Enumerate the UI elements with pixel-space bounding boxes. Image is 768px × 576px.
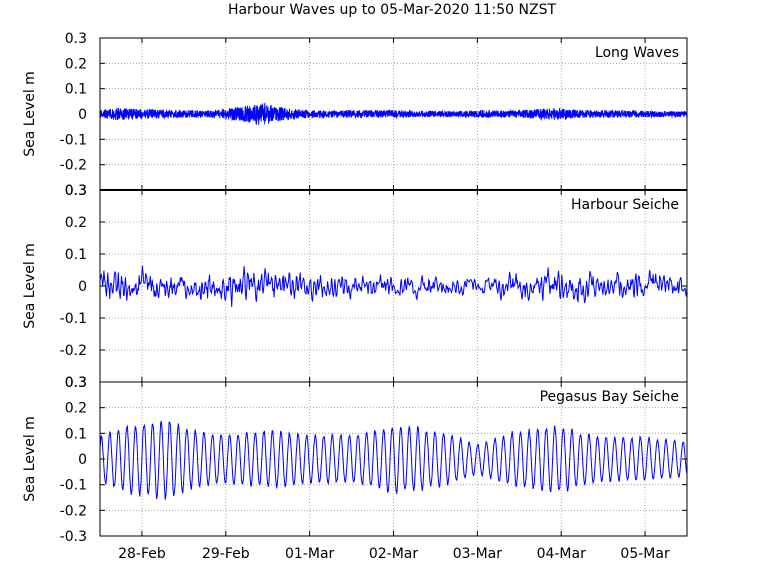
x-tick-label: 01-Mar [285,546,335,562]
y-tick-label: 0 [78,279,87,295]
series-harbour-seiche [99,265,688,308]
y-tick-label: 0.1 [65,247,87,263]
y-tick-label: -0.1 [60,478,87,494]
x-tick-label: 04-Mar [537,546,587,562]
panel-frame [99,381,688,537]
panel-pegasus-bay-seiche: -0.3 -0.2 -0.1 0 0.1 0.2 0.3 Pegasus Bay Seiche… [22,375,688,545]
y-tick-label: -0.1 [60,311,87,327]
y-tick-label: 0.3 [65,183,87,199]
panel-harbour-seiche: 0.3 -0.2 -0.1 0 0.1 0.2 0.3 Harbour Seiche Sea L… [22,183,688,391]
y-axis-label: Sea Level m [22,416,38,502]
x-tick-label: 02-Mar [369,546,419,562]
y-tick-label: 0.2 [65,215,87,231]
y-tick-label: 0 [78,452,87,468]
panel-title: Pegasus Bay Seiche [540,389,679,405]
y-tick-label: 0.1 [65,82,87,98]
x-tick-label: 03-Mar [453,546,503,562]
y-tick-label: 0.3 [65,183,87,199]
x-tick-label: 29-Feb [202,546,250,562]
y-tick-label: 0.3 [65,375,87,391]
y-tick-label: -0.3 [60,529,87,545]
panel-title: Harbour Seiche [571,197,679,213]
y-tick-label: 0 [78,107,87,123]
y-axis-label: Sea Level m [22,71,38,157]
panel-long-waves: 0.3 -0.2 -0.1 0 0.1 0.2 0.3 Long Waves Sea Level… [22,31,688,199]
y-tick-label: -0.2 [60,503,87,519]
y-tick-label: 0.2 [65,401,87,417]
y-axis-label: Sea Level m [22,243,38,329]
y-tick-label: -0.2 [60,343,87,359]
y-tick-label: 0.1 [65,426,87,442]
y-tick-label: 0.3 [65,375,87,391]
chart-title: Harbour Waves up to 05-Mar-2020 11:50 NZ… [228,2,557,18]
y-tick-label: -0.2 [60,158,87,174]
x-tick-label: 28-Feb [118,546,166,562]
y-tick-label: -0.1 [60,132,87,148]
panel-title: Long Waves [595,45,679,61]
y-tick-label: 0.2 [65,56,87,72]
series-pegasus-bay-seiche [99,421,688,500]
y-tick-label: 0.3 [65,31,87,47]
x-tick-label: 05-Mar [620,546,670,562]
series-long-waves [99,102,688,126]
